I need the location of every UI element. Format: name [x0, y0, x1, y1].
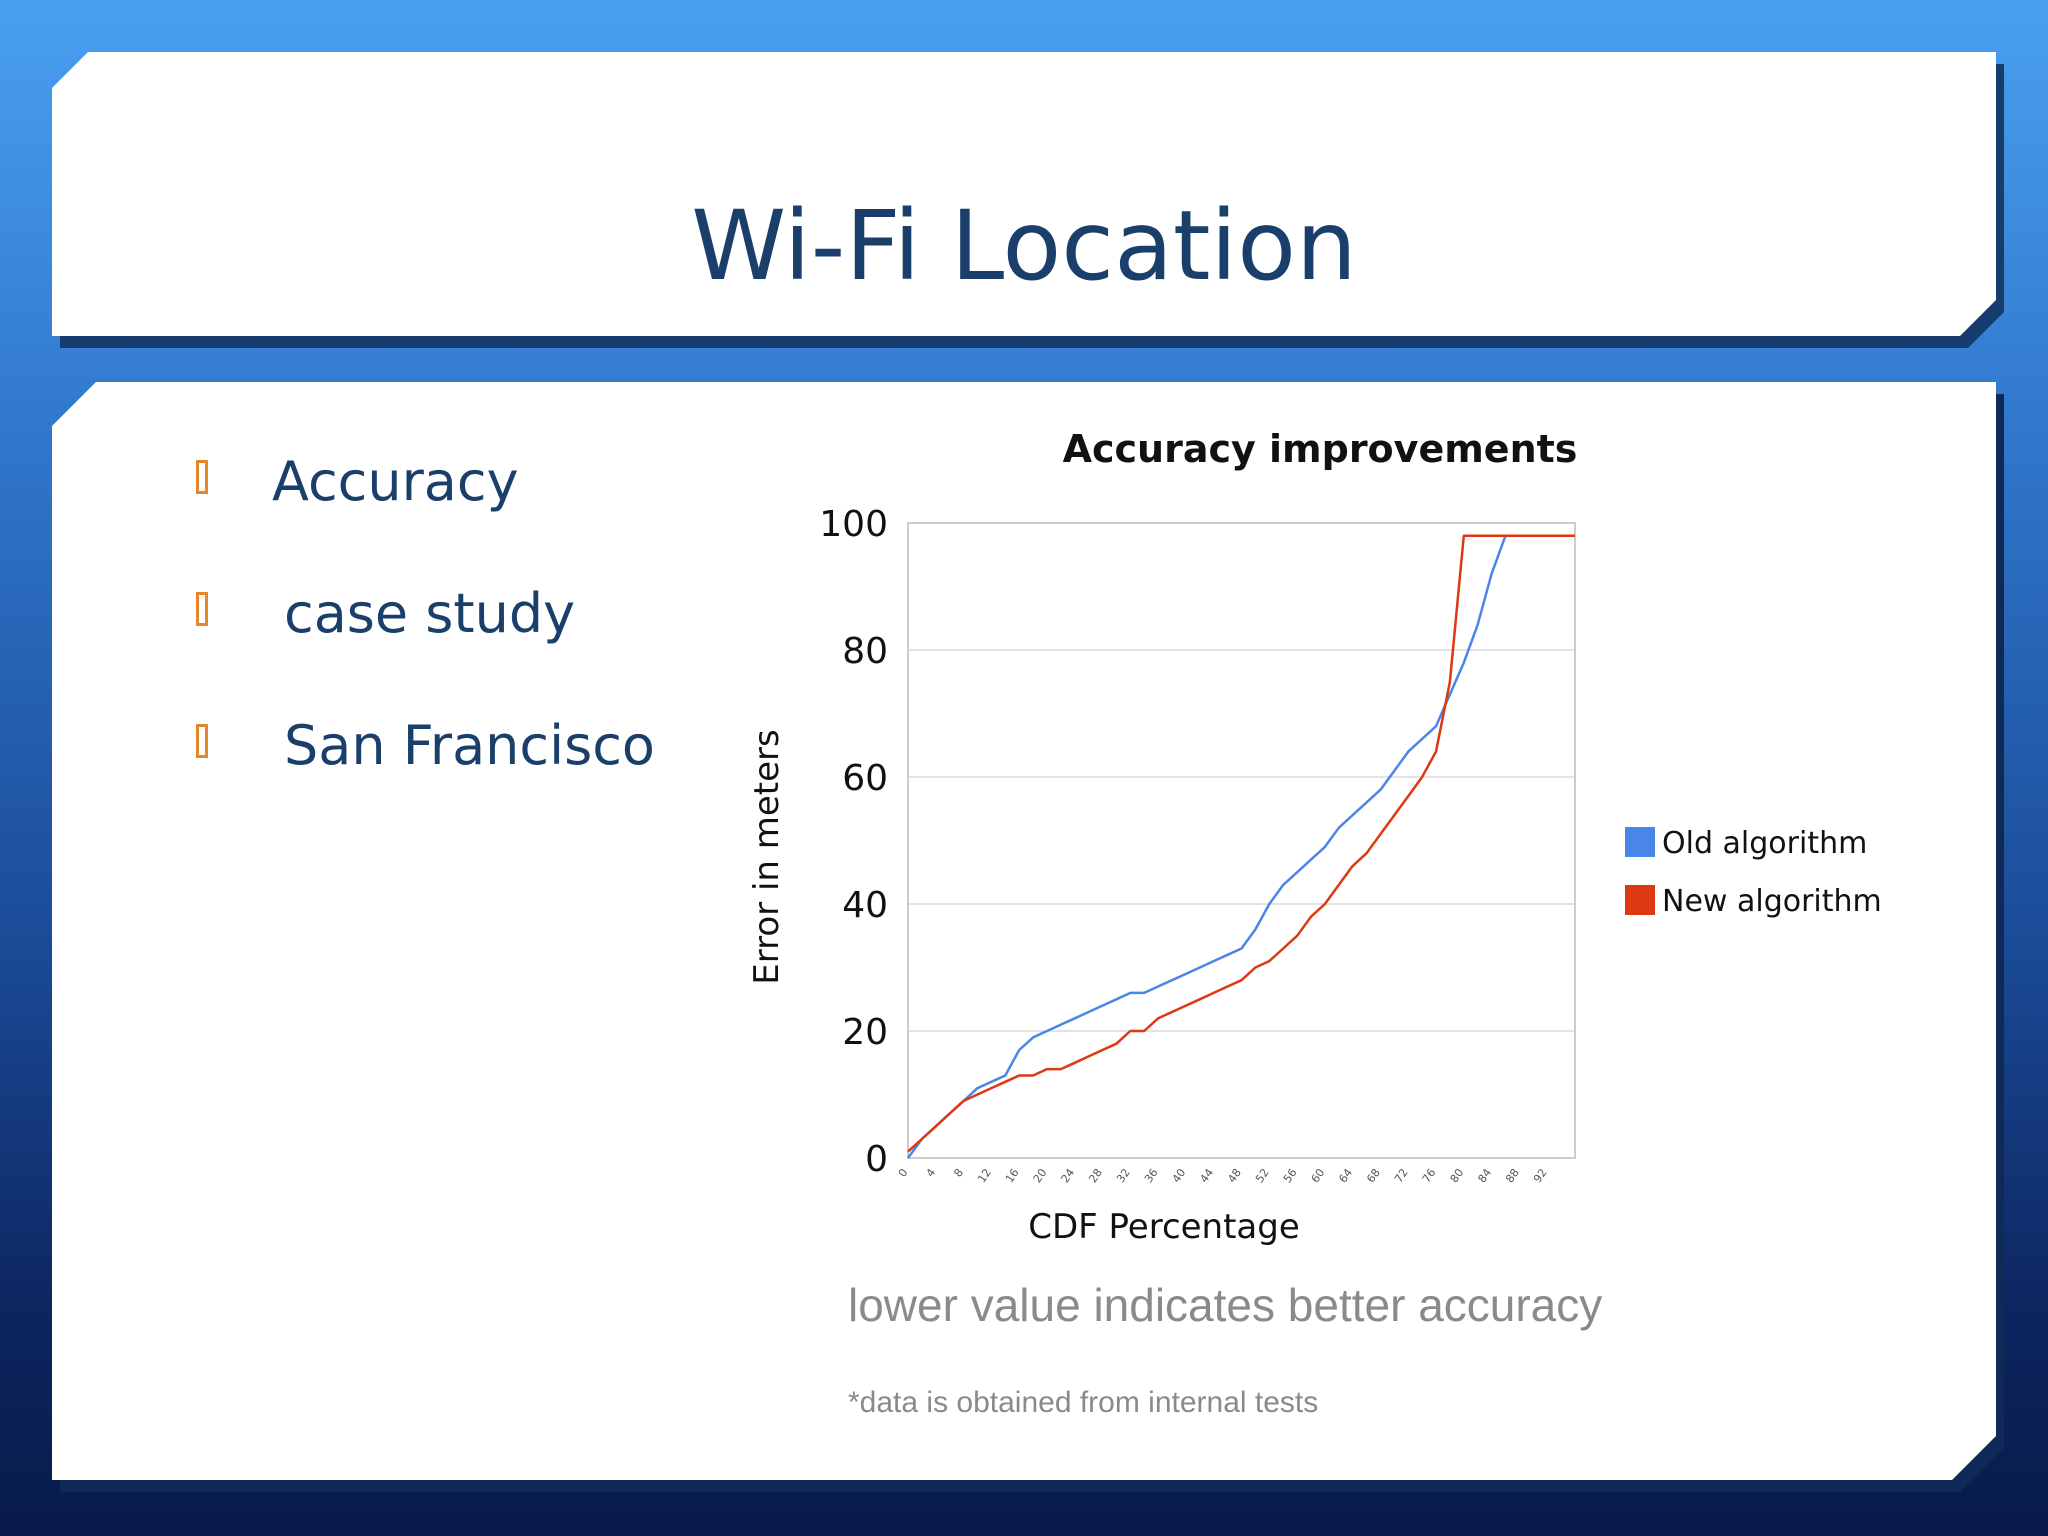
legend-swatch	[1625, 827, 1655, 857]
legend-label: New algorithm	[1662, 884, 1882, 919]
chart-title: Accuracy improvements	[1063, 427, 1578, 471]
x-tick-label: 32	[1114, 1166, 1133, 1185]
y-tick-label: 60	[842, 758, 888, 799]
chart-footnote: *data is obtained from internal tests	[848, 1386, 1319, 1419]
x-tick-label: 40	[1170, 1166, 1189, 1185]
bullet-text: San Francisco	[284, 714, 655, 777]
x-tick-label: 20	[1031, 1166, 1050, 1185]
bullet-text: Accuracy	[272, 450, 519, 513]
plot-frame	[907, 522, 1576, 1159]
bullet-text: case study	[284, 582, 576, 645]
title-panel	[52, 52, 1996, 336]
y-tick-label: 20	[842, 1012, 888, 1053]
x-tick-label: 8	[951, 1166, 966, 1179]
x-tick-label: 44	[1197, 1166, 1216, 1185]
x-tick-label: 4	[924, 1166, 939, 1179]
x-tick-label: 36	[1142, 1166, 1161, 1185]
x-tick-label: 52	[1253, 1166, 1272, 1185]
slide-title: Wi-Fi Location	[691, 190, 1357, 302]
bullet-marker-icon	[196, 460, 208, 494]
x-tick-label: 68	[1364, 1166, 1383, 1185]
legend-swatch	[1625, 885, 1655, 915]
x-tick-label: 76	[1420, 1166, 1439, 1185]
bullet-marker-icon	[196, 592, 208, 626]
y-axis-ticks: 0 20 40 60 80 100	[819, 504, 888, 1180]
y-tick-label: 40	[842, 885, 888, 926]
x-tick-label: 56	[1281, 1166, 1300, 1185]
chart-series	[906, 534, 1575, 1159]
content-panel	[52, 382, 1996, 1480]
x-tick-label: 24	[1059, 1166, 1078, 1185]
x-tick-label: 92	[1531, 1166, 1550, 1185]
x-tick-label: 84	[1475, 1166, 1494, 1185]
legend-label: Old algorithm	[1662, 826, 1867, 861]
x-tick-label: 16	[1003, 1166, 1022, 1185]
x-tick-label: 28	[1086, 1166, 1105, 1185]
series-line-old	[906, 534, 1575, 1159]
x-axis-ticks: 0 4 8 12 16 20 24 28 32 36 40 44 48 52 56 60 64 68 72 76 80 8…	[896, 1166, 1550, 1185]
bullet-marker-icon	[196, 724, 208, 758]
x-tick-label: 72	[1392, 1166, 1411, 1185]
x-tick-label: 48	[1225, 1166, 1244, 1185]
x-tick-label: 88	[1503, 1166, 1522, 1185]
chart-gridlines	[908, 522, 1575, 1159]
y-tick-label: 80	[842, 631, 888, 672]
chart-legend: Old algorithm New algorithm	[1625, 826, 1882, 919]
x-tick-label: 0	[896, 1166, 911, 1179]
y-tick-label: 0	[865, 1139, 888, 1180]
x-tick-label: 64	[1336, 1166, 1355, 1185]
x-tick-label: 80	[1448, 1166, 1467, 1185]
series-line-new	[907, 534, 1575, 1153]
y-axis-label: Error in meters	[747, 729, 787, 984]
x-tick-label: 60	[1309, 1166, 1328, 1185]
y-tick-label: 100	[819, 504, 888, 545]
chart-caption: lower value indicates better accuracy	[848, 1279, 1603, 1331]
x-tick-label: 12	[975, 1166, 994, 1185]
x-axis-label: CDF Percentage	[1028, 1207, 1300, 1247]
